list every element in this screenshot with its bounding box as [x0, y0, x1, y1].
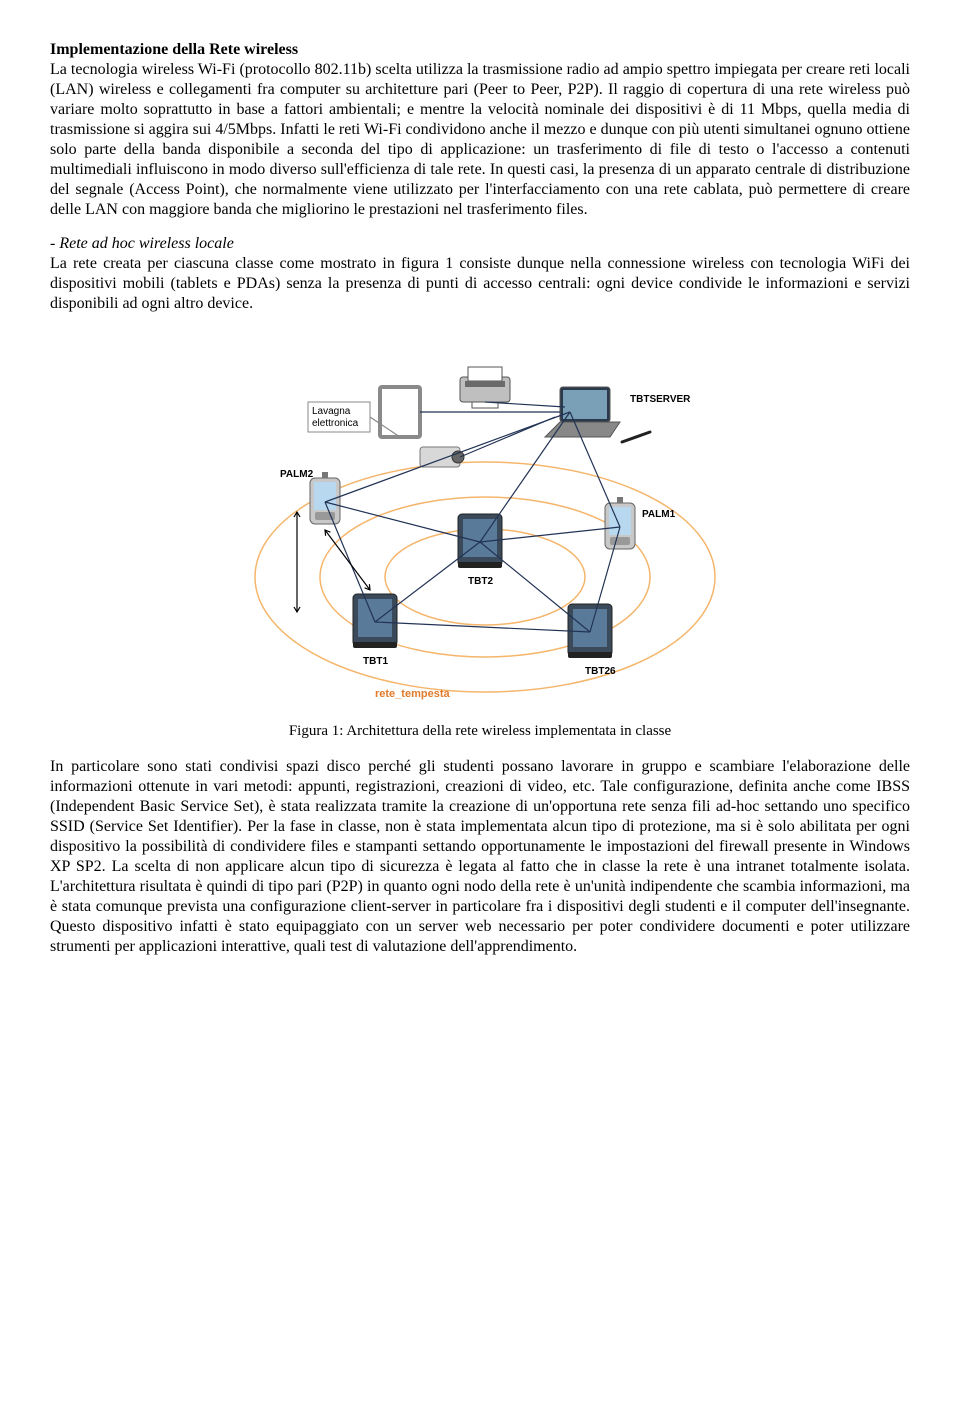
figure-1: Lavagnaelettronica TBTSERVER TBT2 PALM1 PALM…: [50, 332, 910, 712]
svg-text:TBT2: TBT2: [468, 576, 493, 587]
svg-text:TBT26: TBT26: [585, 666, 616, 677]
svg-text:PALM2: PALM2: [280, 469, 314, 480]
svg-text:TBT1: TBT1: [363, 656, 388, 667]
svg-text:elettronica: elettronica: [312, 418, 359, 429]
figure-caption: Figura 1: Architettura della rete wirele…: [50, 722, 910, 741]
paragraph-1: La tecnologia wireless Wi-Fi (protocollo…: [50, 60, 910, 220]
paragraph-3: In particolare sono stati condivisi spaz…: [50, 757, 910, 957]
paragraph-2: La rete creata per ciascuna classe come …: [50, 254, 910, 314]
svg-text:TBTSERVER: TBTSERVER: [630, 394, 691, 405]
section-heading: Implementazione della Rete wireless: [50, 40, 910, 60]
network-diagram: Lavagnaelettronica TBTSERVER TBT2 PALM1 PALM…: [220, 332, 740, 712]
svg-text:Lavagna: Lavagna: [312, 406, 351, 417]
svg-text:rete_tempesta: rete_tempesta: [375, 688, 450, 700]
svg-text:PALM1: PALM1: [642, 509, 676, 520]
subsection-heading: - Rete ad hoc wireless locale: [50, 234, 910, 254]
